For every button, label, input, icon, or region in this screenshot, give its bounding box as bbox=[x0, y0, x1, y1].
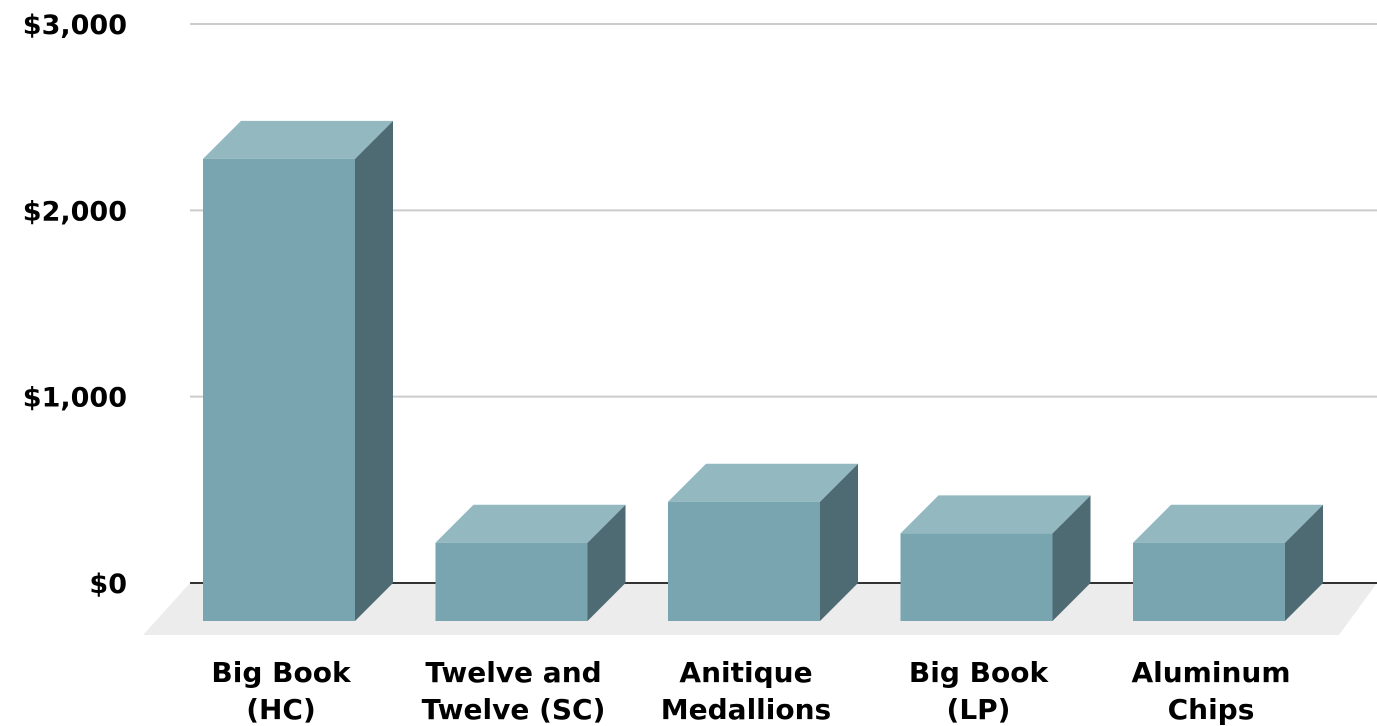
x-tick-label: Big Book (HC) bbox=[211, 656, 352, 726]
bar bbox=[203, 120, 393, 622]
bar-side bbox=[587, 504, 626, 621]
bar-front bbox=[203, 158, 355, 622]
x-tick-label: Aluminum Chips bbox=[1131, 656, 1290, 726]
bar-top bbox=[668, 463, 858, 502]
bar-side bbox=[820, 463, 858, 621]
bar-top bbox=[1133, 504, 1323, 543]
bar-front bbox=[1133, 542, 1285, 621]
x-tick-label: Twelve and Twelve (SC) bbox=[422, 656, 606, 726]
bar-side bbox=[1052, 495, 1091, 621]
y-tick-label: $3,000 bbox=[23, 10, 127, 41]
bar-side bbox=[1285, 504, 1323, 621]
x-axis: Big Book (HC) Twelve and Twelve (SC) Anitiqu… bbox=[211, 656, 1290, 726]
bar bbox=[900, 495, 1091, 621]
bar-top bbox=[203, 120, 393, 159]
bar-top bbox=[435, 504, 626, 543]
bar bbox=[668, 463, 858, 621]
bar-side bbox=[355, 120, 393, 621]
bar-front bbox=[435, 542, 588, 621]
bar-top bbox=[900, 495, 1091, 534]
y-tick-label: $2,000 bbox=[23, 196, 127, 227]
x-tick-label: Big Book (LP) bbox=[909, 656, 1050, 726]
y-tick-label: $0 bbox=[89, 569, 127, 600]
bar bbox=[1133, 504, 1323, 621]
bars bbox=[203, 120, 1323, 622]
x-tick-label: Anitique Medallions bbox=[661, 656, 831, 726]
bar-front bbox=[668, 501, 820, 621]
y-tick-label: $1,000 bbox=[23, 383, 127, 414]
y-axis: $0 $1,000 $2,000 $3,000 bbox=[23, 10, 127, 600]
bar bbox=[435, 504, 626, 621]
bar-front bbox=[900, 533, 1053, 621]
